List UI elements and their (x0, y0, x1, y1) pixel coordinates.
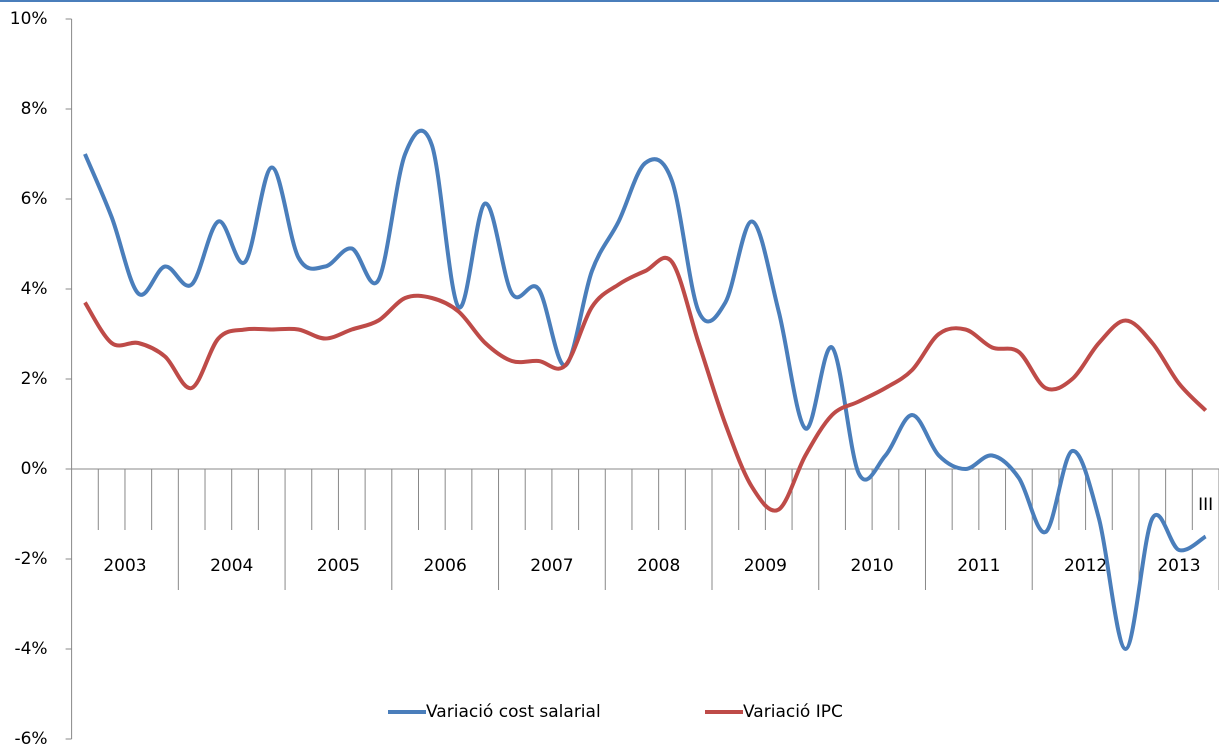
y-tick-label: 10% (10, 9, 48, 29)
y-tick-label: -4% (14, 639, 47, 659)
year-label: 2004 (210, 556, 253, 576)
year-label: 2005 (317, 556, 360, 576)
y-tick-label: 0% (21, 459, 48, 479)
year-label: 2013 (1157, 556, 1200, 576)
y-tick-label: -2% (14, 549, 47, 569)
y-tick-label: 6% (21, 189, 48, 209)
legend-label: Variació cost salarial (426, 702, 601, 722)
year-label: 2006 (424, 556, 467, 576)
year-label: 2011 (957, 556, 1000, 576)
year-label: 2008 (637, 556, 680, 576)
line (83, 255, 1208, 513)
y-tick-label: -6% (14, 729, 47, 749)
y-tick-label: 2% (21, 369, 48, 389)
line (83, 128, 1207, 651)
y-tick-label: 8% (21, 99, 48, 119)
year-label: 2009 (744, 556, 787, 576)
year-label: 2012 (1064, 556, 1107, 576)
year-label: 2010 (850, 556, 893, 576)
legend-label: Variació IPC (743, 702, 843, 722)
y-tick-label: 4% (21, 279, 48, 299)
year-label: 2003 (103, 556, 146, 576)
x-tick-label: III (1198, 495, 1213, 515)
year-label: 2007 (530, 556, 573, 576)
